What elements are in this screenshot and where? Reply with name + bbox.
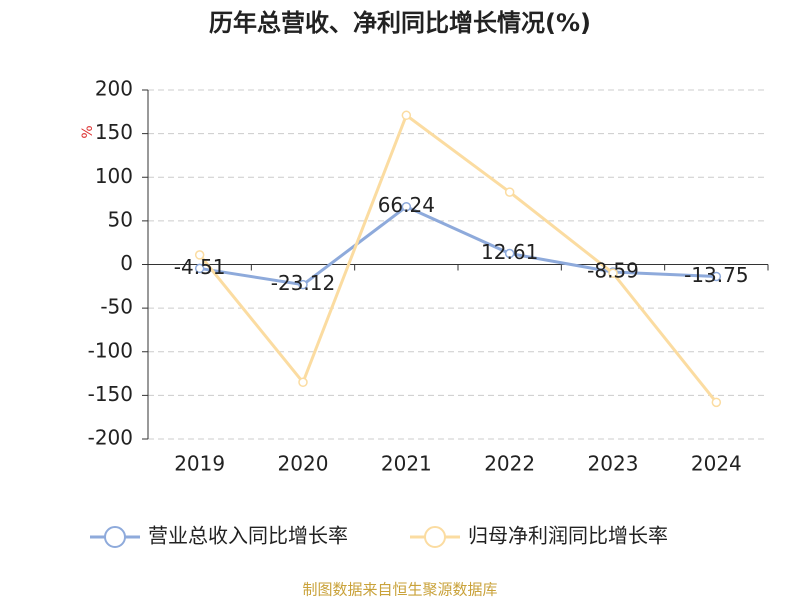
- point: [608, 268, 618, 278]
- x-tick-label: 2021: [381, 452, 432, 476]
- y-tick-label: 0: [120, 251, 133, 275]
- x-tick-label: 2022: [484, 452, 535, 476]
- y-tick-label: 100: [95, 164, 133, 188]
- series-line: [198, 112, 718, 404]
- point: [401, 110, 412, 121]
- data-label: -8.59: [587, 258, 639, 282]
- point: [298, 377, 308, 388]
- source-note: 制图数据来自恒生聚源数据库: [302, 581, 497, 599]
- data-label: 12.61: [481, 240, 538, 264]
- x-tick-label: 2024: [691, 452, 742, 476]
- data-label: -4.51: [174, 255, 226, 279]
- data-label: 66.24: [378, 193, 435, 217]
- point: [298, 279, 308, 290]
- legend-symbol: [104, 526, 126, 548]
- point: [504, 248, 515, 259]
- y-tick-label: 50: [108, 207, 133, 231]
- point: [711, 397, 722, 408]
- x-tick-label: 2023: [588, 452, 639, 476]
- y-tick-label: -150: [88, 382, 133, 406]
- point: [711, 271, 722, 282]
- point: [401, 201, 412, 212]
- series-line: [199, 204, 717, 287]
- point: [194, 263, 205, 274]
- legend-label: 归母净利润同比增长率: [468, 524, 668, 548]
- data-label: -23.12: [271, 271, 335, 295]
- y-tick-label: 200: [95, 77, 133, 101]
- y-tick-label: -200: [88, 426, 133, 450]
- legend-symbol: [424, 526, 446, 548]
- x-tick-label: 2019: [174, 452, 225, 476]
- point: [504, 187, 515, 197]
- y-tick-label: 150: [95, 120, 133, 144]
- y-axis-label: %: [80, 125, 96, 138]
- y-tick-label: -100: [88, 338, 133, 362]
- y-tick-label: -50: [100, 295, 133, 319]
- chart-title: 历年总营收、净利同比增长情况(%): [209, 9, 591, 37]
- x-tick-label: 2020: [278, 452, 329, 476]
- legend-label: 营业总收入同比增长率: [148, 524, 348, 548]
- point: [194, 250, 205, 260]
- data-label: -13.75: [684, 263, 748, 287]
